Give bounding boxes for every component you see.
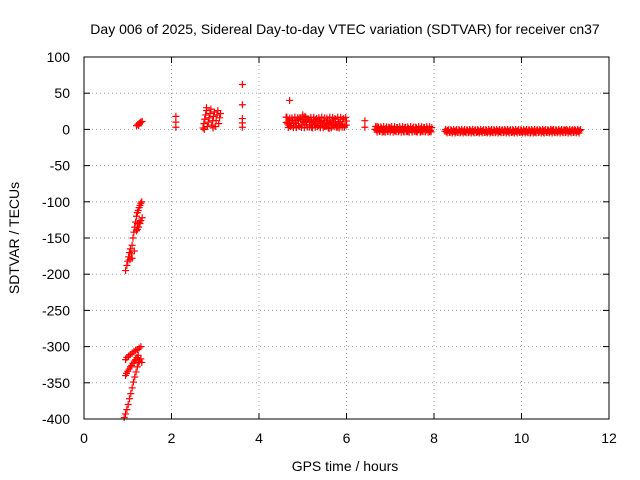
data-point	[361, 117, 369, 125]
data-point	[137, 199, 145, 207]
data-point	[217, 109, 224, 117]
data-point	[340, 123, 348, 131]
x-tick-label: 6	[343, 430, 351, 446]
y-tick-label: -200	[42, 266, 70, 282]
y-tick-label: -150	[42, 230, 70, 246]
y-tick-label: -250	[42, 302, 70, 318]
data-point	[135, 122, 143, 130]
y-tick-label: -350	[42, 375, 70, 391]
y-tick-label: 50	[54, 85, 70, 101]
data-point	[172, 112, 180, 120]
y-tick-label: -50	[50, 158, 70, 174]
x-tick-label: 10	[514, 430, 530, 446]
data-point	[199, 124, 207, 132]
data-point	[128, 384, 136, 392]
data-point	[130, 247, 138, 255]
data-point	[133, 212, 140, 220]
data-point	[210, 112, 217, 120]
x-tick-label: 0	[80, 430, 88, 446]
data-point	[238, 81, 246, 89]
data-point	[138, 214, 146, 222]
data-point	[203, 104, 210, 112]
data-point	[126, 363, 134, 371]
data-point	[137, 118, 145, 126]
data-points	[120, 81, 585, 422]
data-point	[126, 395, 133, 403]
axis-ticks: 0 2 4 6 8 10 12 -400 -350 -300 -250 -200 -150 -100 -50…	[42, 49, 617, 446]
grid-lines	[84, 57, 609, 419]
data-point	[129, 234, 137, 242]
data-point	[127, 390, 135, 398]
data-point	[134, 351, 142, 359]
data-point	[135, 359, 143, 367]
y-tick-label: -100	[42, 194, 70, 210]
x-tick-label: 8	[430, 430, 438, 446]
y-tick-label: 100	[47, 49, 71, 65]
data-point	[286, 96, 294, 104]
data-point	[428, 124, 436, 132]
data-point	[120, 414, 128, 422]
data-point	[138, 198, 146, 206]
data-point	[427, 128, 435, 136]
x-axis-label: GPS time / hours	[292, 458, 399, 474]
y-tick-label: 0	[62, 121, 70, 137]
data-point	[576, 127, 584, 135]
data-point	[133, 227, 140, 235]
data-point	[216, 114, 224, 122]
data-point	[124, 401, 132, 409]
data-point	[215, 120, 223, 128]
y-tick-label: -300	[42, 339, 70, 355]
data-point	[122, 410, 130, 418]
data-point	[342, 114, 350, 122]
data-point	[135, 218, 143, 226]
data-point	[361, 123, 369, 131]
data-point	[200, 125, 208, 133]
data-point	[137, 343, 145, 351]
data-point	[238, 101, 246, 109]
data-point	[128, 254, 136, 262]
data-point	[209, 124, 217, 132]
data-point	[133, 363, 141, 371]
data-point	[126, 245, 134, 253]
data-point	[131, 373, 139, 381]
data-point	[137, 355, 145, 363]
data-point	[138, 117, 146, 125]
y-axis-label: SDTVAR / TECUs	[6, 182, 22, 294]
y-tick-label: -400	[42, 411, 70, 427]
data-point	[132, 368, 140, 376]
data-point	[341, 121, 349, 129]
data-point	[122, 267, 130, 275]
chart-title: Day 006 of 2025, Sidereal Day-to-day VTE…	[90, 21, 600, 37]
data-point	[128, 241, 136, 249]
data-point	[343, 117, 350, 125]
x-tick-label: 4	[255, 430, 263, 446]
data-point	[129, 378, 137, 386]
data-point	[123, 262, 131, 270]
data-point	[577, 126, 585, 134]
x-tick-label: 12	[601, 430, 617, 446]
plot-frame	[83, 56, 610, 420]
x-tick-label: 2	[168, 430, 176, 446]
data-point	[238, 123, 246, 131]
data-point	[123, 406, 131, 414]
